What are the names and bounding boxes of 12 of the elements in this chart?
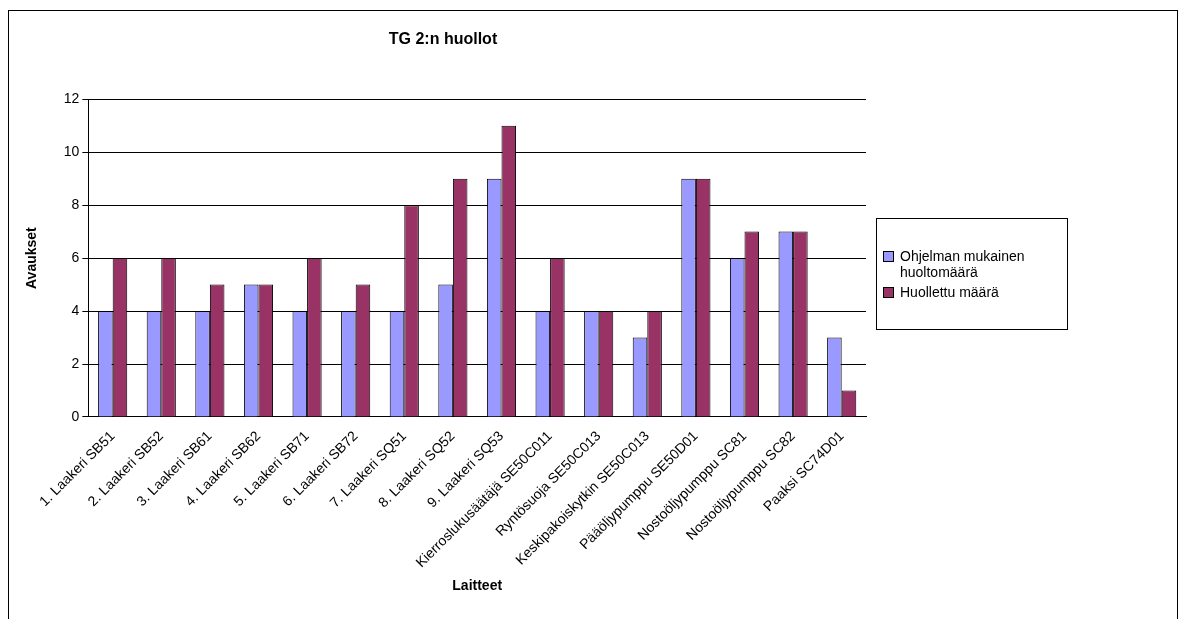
y-tick-label: 0	[71, 407, 80, 424]
chart-title: TG 2:n huollot	[388, 30, 498, 48]
y-tick-label: 4	[71, 301, 80, 318]
y-tick-label: 2	[71, 354, 80, 371]
legend-label: Ohjelman mukainen huoltomäärä	[900, 248, 1026, 280]
y-axis-title: Avaukset	[23, 226, 40, 289]
legend-label: Huollettu määrä	[900, 284, 999, 300]
y-tick-label: 10	[63, 143, 80, 160]
y-tick-label: 8	[71, 195, 80, 212]
y-tick-label: 12	[63, 90, 80, 107]
x-axis-title: Laitteet	[452, 577, 503, 594]
y-tick-label: 6	[71, 248, 80, 265]
